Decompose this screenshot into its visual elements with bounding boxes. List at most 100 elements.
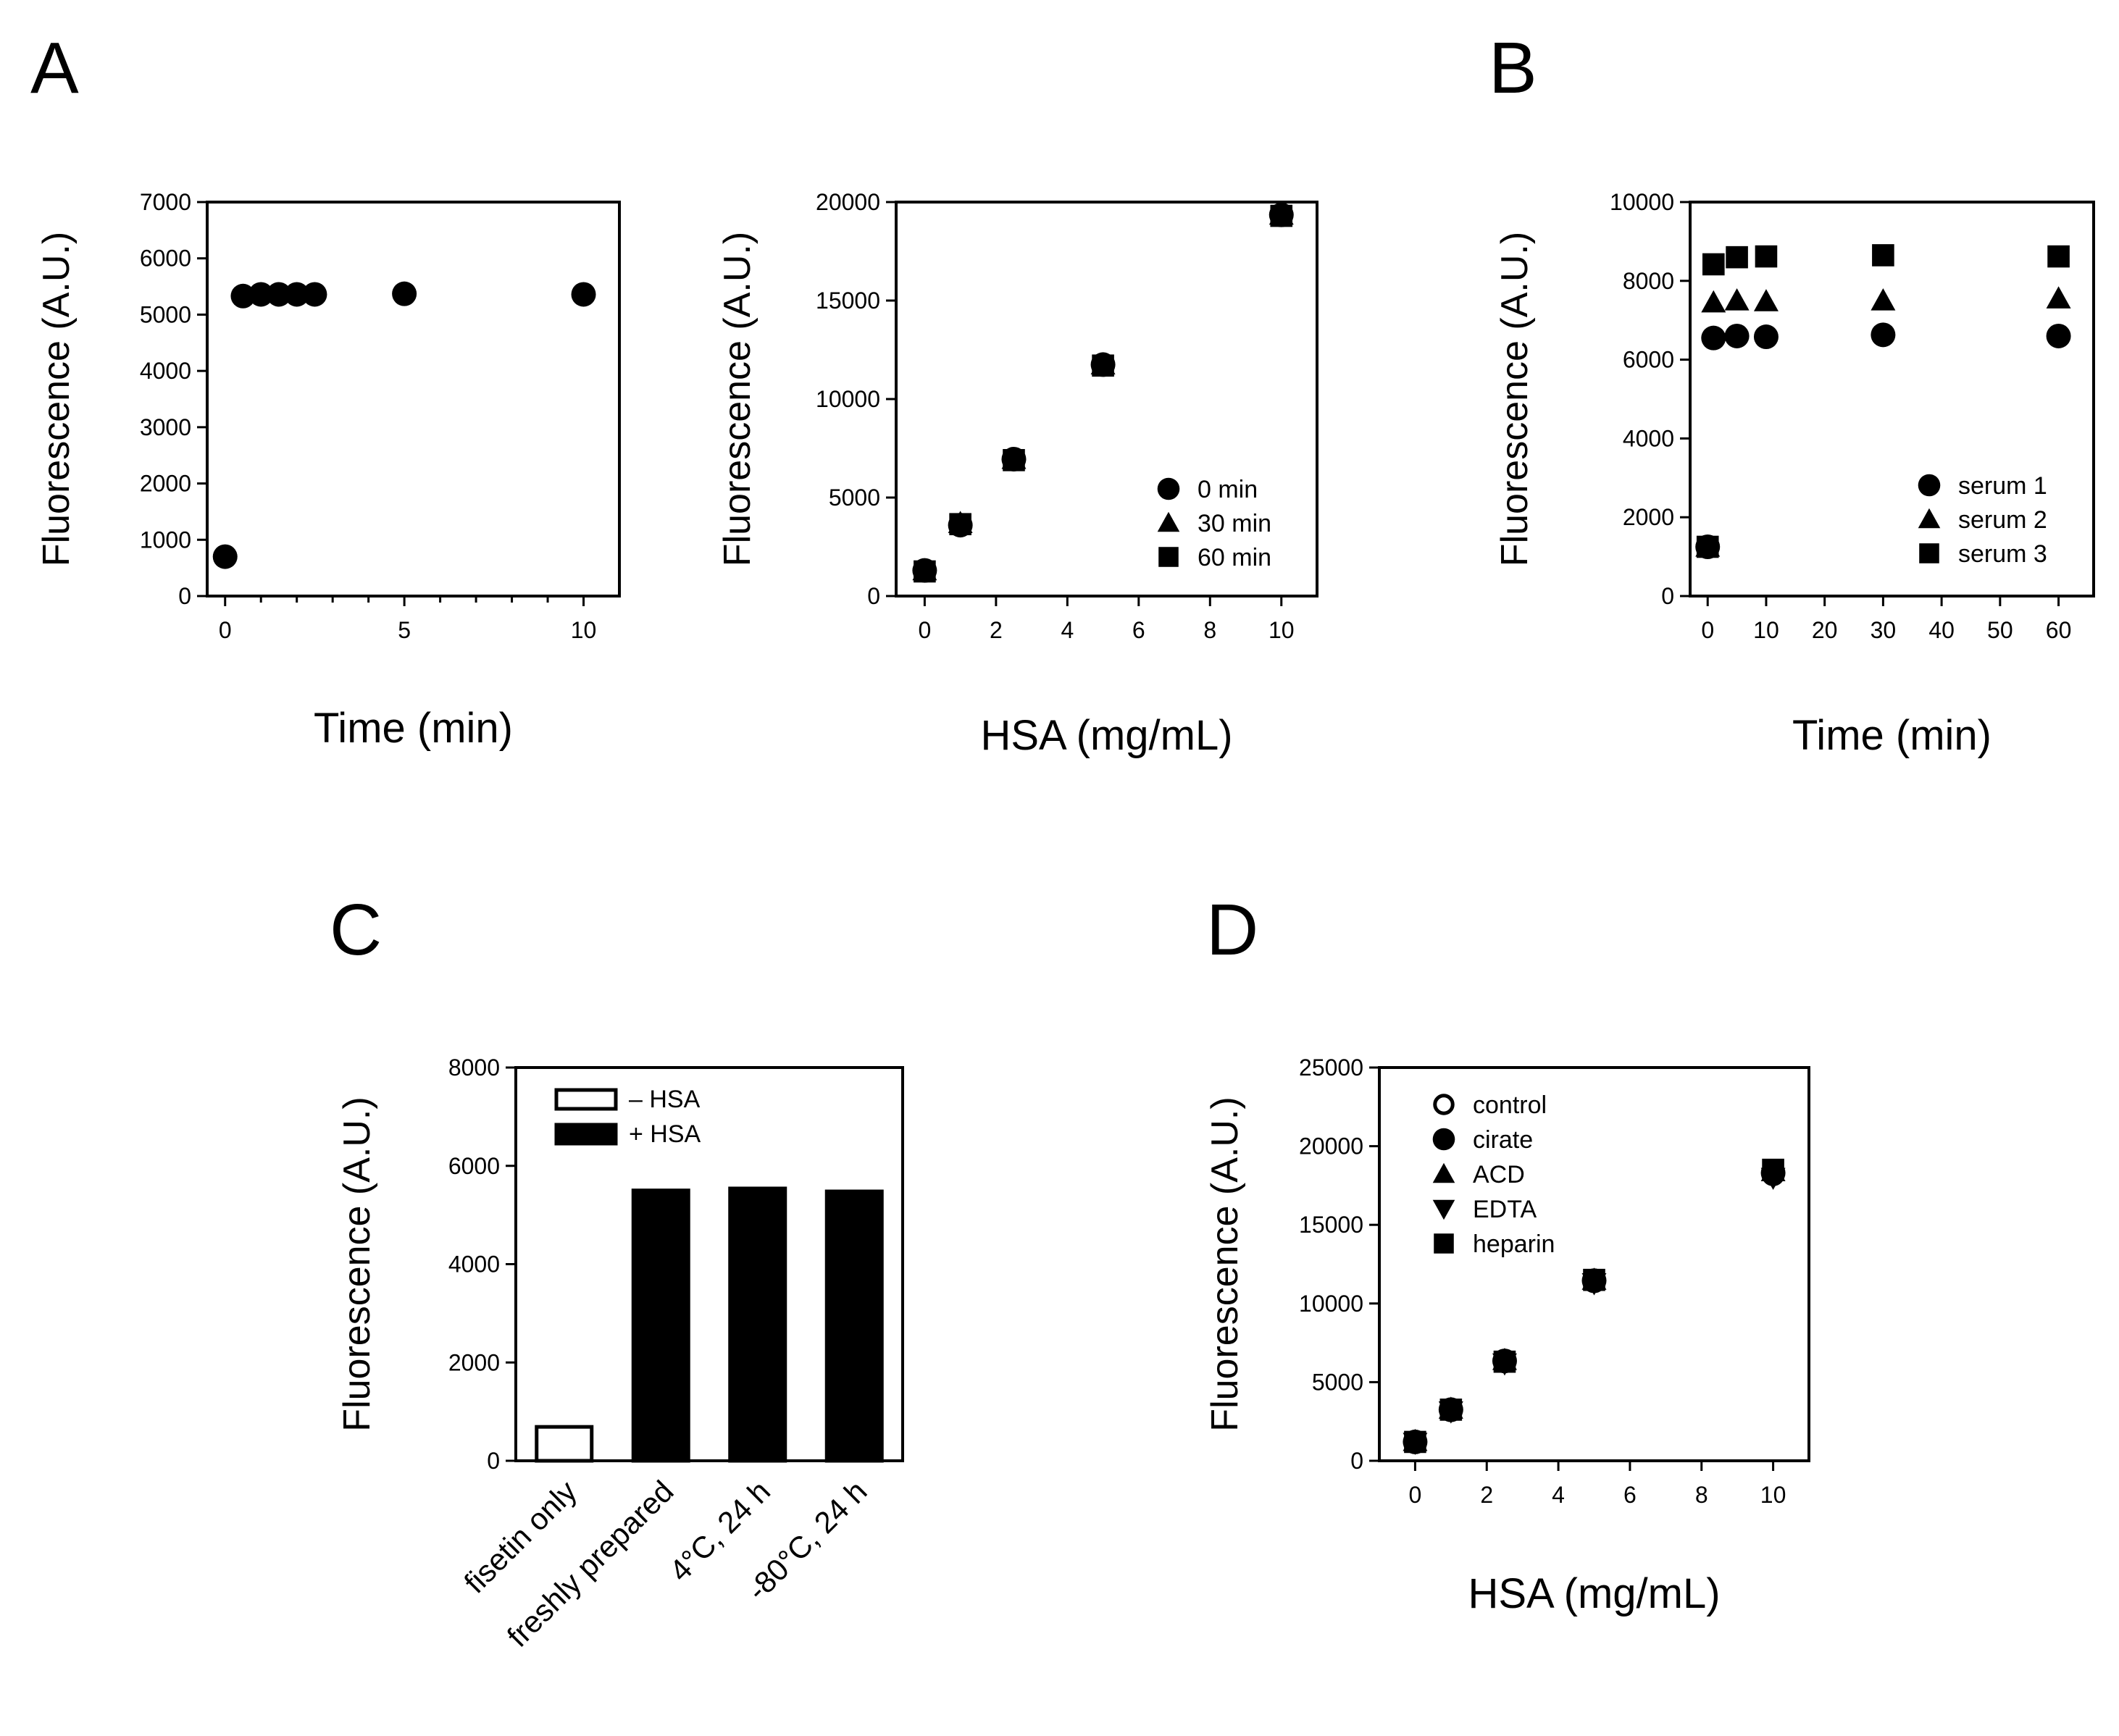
d-y-tick-label: 10000 xyxy=(1299,1291,1363,1317)
d-point-heparin xyxy=(1404,1430,1426,1454)
a1-y-tick-label: 1000 xyxy=(140,527,191,553)
a2-point-60-min xyxy=(949,513,971,536)
b-y-axis-label: Fluorescence (A.U.) xyxy=(1494,232,1536,566)
a1-y-tick-label: 4000 xyxy=(140,358,191,384)
a1-y-tick-label: 6000 xyxy=(140,246,191,272)
a1-x-tick-label: 0 xyxy=(219,617,232,643)
d-x-tick-label: 2 xyxy=(1480,1482,1493,1508)
b-point-serum-2 xyxy=(1701,290,1726,313)
d-y-tick-label: 20000 xyxy=(1299,1133,1363,1160)
a2-legend-label: 30 min xyxy=(1198,510,1271,537)
chart-a-hsa: 0 5000 10000 15000 20000 Fluorescence (A.U.) 0… xyxy=(716,189,1318,759)
d-point-heparin xyxy=(1493,1350,1516,1373)
b-legend-marker xyxy=(1918,508,1941,529)
b-x-tick-label: 10 xyxy=(1753,617,1779,643)
b-legend-label: serum 2 xyxy=(1958,506,2047,534)
b-legend-label: serum 1 xyxy=(1958,472,2047,500)
c-legend-label: + HSA xyxy=(629,1120,701,1148)
a2-legend-label: 0 min xyxy=(1198,476,1258,503)
d-legend-label: EDTA xyxy=(1473,1196,1537,1223)
d-legend-label: heparin xyxy=(1473,1230,1555,1258)
b-y-tick-label: 10000 xyxy=(1610,189,1674,215)
b-legend-marker xyxy=(1919,543,1939,563)
d-x-tick-label: 6 xyxy=(1623,1482,1637,1508)
c-y-tick-label: 0 xyxy=(487,1448,500,1474)
a2-point-60-min xyxy=(1270,204,1293,227)
a1-point-series xyxy=(571,282,596,307)
a2-legend-label: 60 min xyxy=(1198,544,1271,571)
d-y-tick-label: 15000 xyxy=(1299,1212,1363,1238)
a2-legend-marker xyxy=(1157,477,1180,500)
d-legend-marker xyxy=(1433,1094,1455,1115)
d-legend-label: control xyxy=(1473,1091,1547,1119)
a2-y-tick-label: 5000 xyxy=(829,485,880,511)
d-legend-marker xyxy=(1432,1128,1455,1151)
c-y-tick-label: 2000 xyxy=(448,1349,500,1375)
a2-point-60-min xyxy=(914,560,936,583)
d-y-tick-label: 5000 xyxy=(1312,1369,1363,1395)
d-plot-frame xyxy=(1378,1066,1810,1462)
d-point-heparin xyxy=(1762,1158,1784,1181)
a1-y-tick-label: 0 xyxy=(178,583,191,609)
panel-letter-d: D xyxy=(1206,889,1258,970)
a2-x-tick-label: 6 xyxy=(1132,617,1145,643)
d-legend-label: cirate xyxy=(1473,1126,1533,1154)
d-x-tick-label: 8 xyxy=(1695,1482,1708,1508)
a2-y-tick-label: 15000 xyxy=(816,288,880,314)
b-y-tick-label: 4000 xyxy=(1623,425,1674,451)
a1-point-series xyxy=(230,283,256,309)
panel-letter-b: B xyxy=(1489,28,1537,109)
d-x-tick-label: 10 xyxy=(1760,1482,1786,1508)
b-x-tick-label: 0 xyxy=(1701,617,1714,643)
c-bar-without-hsa xyxy=(535,1425,594,1463)
d-y-tick-label: 25000 xyxy=(1299,1054,1363,1081)
a1-point-series xyxy=(212,544,238,569)
panel-letter-c: C xyxy=(330,889,382,970)
c-y-tick-label: 6000 xyxy=(448,1153,500,1179)
b-y-tick-label: 6000 xyxy=(1623,347,1674,373)
b-point-serum-1 xyxy=(1753,324,1779,350)
c-category-label: freshly prepared xyxy=(501,1474,680,1653)
a2-x-tick-label: 10 xyxy=(1269,617,1295,643)
b-point-serum-2 xyxy=(1724,288,1750,311)
a1-x-tick-label: 10 xyxy=(571,617,597,643)
a2-y-axis-label: Fluorescence (A.U.) xyxy=(716,232,758,566)
a1-plot-frame xyxy=(206,201,621,597)
c-bar-with-hsa xyxy=(728,1186,787,1463)
chart-a-time: 0 1000 2000 3000 4000 5000 6000 7000 Fluorescenc… xyxy=(35,189,621,752)
a1-point-series xyxy=(266,282,291,307)
a2-x-axis-label: HSA (mg/mL) xyxy=(980,712,1232,759)
a1-point-series xyxy=(302,282,327,307)
d-x-tick-label: 4 xyxy=(1552,1482,1565,1508)
a2-legend-marker xyxy=(1158,547,1179,567)
c-y-tick-label: 8000 xyxy=(448,1054,500,1081)
b-point-serum-3 xyxy=(1755,245,1778,268)
b-y-tick-label: 0 xyxy=(1661,583,1674,609)
a2-x-tick-label: 0 xyxy=(918,617,931,643)
a2-legend-marker xyxy=(1157,511,1180,532)
d-legend-marker xyxy=(1434,1233,1454,1254)
b-point-serum-1 xyxy=(1724,323,1750,348)
b-plot-frame xyxy=(1689,201,2095,597)
b-point-serum-1 xyxy=(2046,323,2071,348)
a2-y-tick-label: 10000 xyxy=(816,386,880,412)
c-bar-with-hsa xyxy=(631,1188,690,1463)
b-x-tick-label: 20 xyxy=(1812,617,1838,643)
a1-point-series xyxy=(392,281,417,306)
b-x-tick-label: 50 xyxy=(1987,617,2013,643)
a1-y-axis-label: Fluorescence (A.U.) xyxy=(35,232,78,566)
d-y-tick-label: 0 xyxy=(1350,1448,1363,1474)
a1-y-tick-label: 5000 xyxy=(140,301,191,327)
b-x-tick-label: 60 xyxy=(2046,617,2072,643)
a1-x-axis-label: Time (min) xyxy=(314,705,513,752)
c-y-tick-label: 4000 xyxy=(448,1251,500,1278)
b-x-tick-label: 30 xyxy=(1871,617,1897,643)
b-point-serum-3 xyxy=(1702,253,1725,276)
b-y-tick-label: 2000 xyxy=(1623,504,1674,530)
a1-point-series xyxy=(284,282,309,307)
b-x-tick-label: 40 xyxy=(1928,617,1955,643)
c-legend-label: – HSA xyxy=(629,1086,701,1113)
b-y-tick-label: 8000 xyxy=(1623,268,1674,294)
c-legend-swatch xyxy=(554,1088,618,1111)
chart-b-serum: 0 2000 4000 6000 8000 10000 Fluorescence (A.U.… xyxy=(1494,189,2095,759)
